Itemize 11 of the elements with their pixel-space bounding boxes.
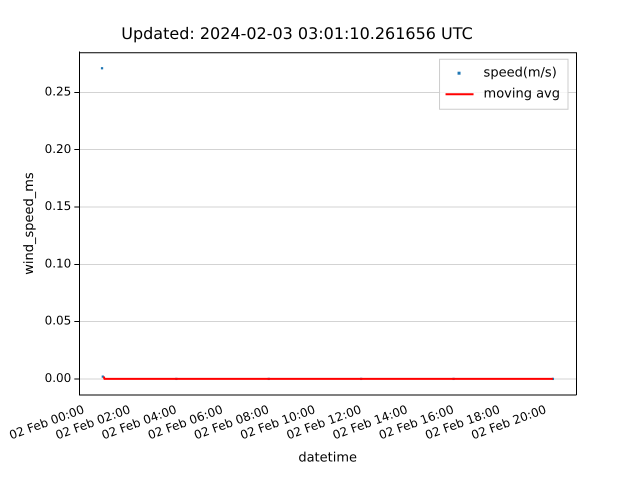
y-tick-label: 0.05 [44, 314, 72, 328]
y-tick-label: 0.20 [44, 142, 72, 156]
legend-label: speed(m/s) [484, 66, 557, 81]
y-tick-label: 0.25 [44, 84, 72, 98]
y-tick-label: 0.00 [44, 371, 72, 386]
y-tick-label: 0.10 [44, 256, 72, 270]
legend-label: moving avg [484, 86, 560, 102]
y-tick-label: 0.15 [44, 199, 72, 214]
chart-title: Updated: 2024-02-03 03:01:10.261656 UTC [121, 24, 473, 43]
y-axis-title: wind_speed_ms [22, 172, 38, 275]
x-axis-title: datetime [298, 450, 358, 466]
